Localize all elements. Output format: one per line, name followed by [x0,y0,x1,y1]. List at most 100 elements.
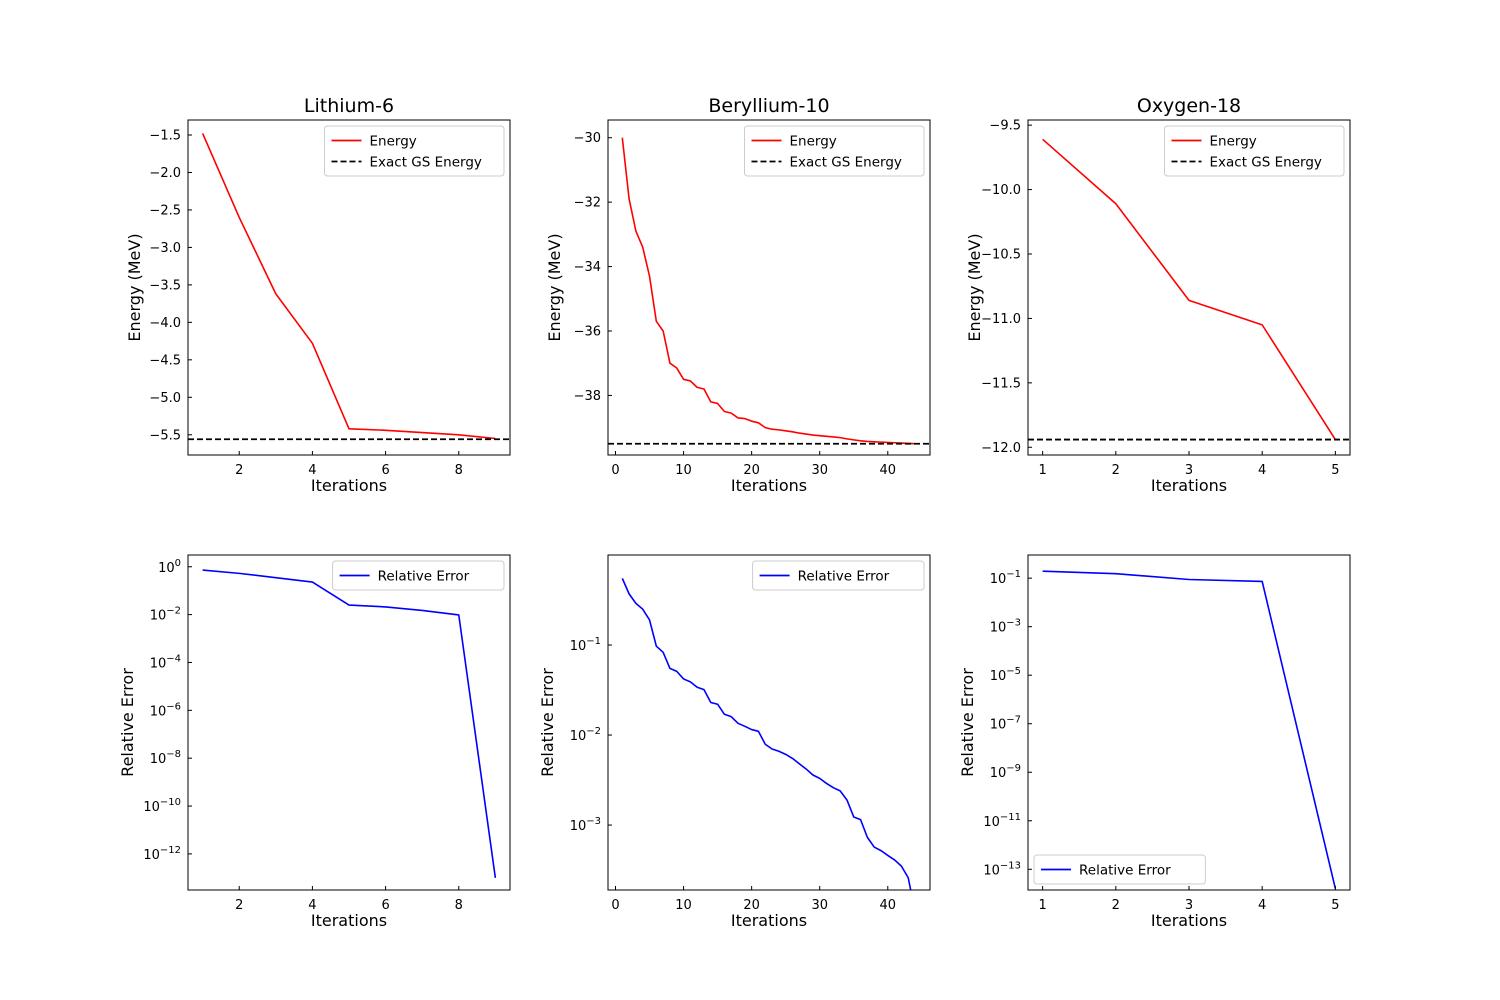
plot-area [202,569,497,878]
x-tick-label: 6 [381,463,389,478]
y-tick-label: −4.5 [149,353,181,368]
legend-label: Energy [370,134,417,150]
subplot-title: Beryllium-10 [708,95,829,117]
x-tick-label: 4 [1258,898,1266,913]
y-axis-label: Energy (MeV) [125,233,144,341]
legend-label: Relative Error [378,569,470,585]
x-tick-label: 0 [611,463,619,478]
energy-series-line [201,133,496,440]
x-tick-label: 10 [675,898,692,913]
relative-error-series-line [1042,570,1337,889]
x-tick-label: 30 [811,898,828,913]
legend: Relative Error [1033,854,1206,885]
y-axis-label: Relative Error [538,668,557,777]
y-tick-label: 10−6 [150,701,181,719]
y-tick-label: 10−7 [990,715,1021,733]
y-tick-label: 10−1 [570,636,601,654]
y-tick-label: −3.5 [149,278,181,293]
x-tick-label: 2 [1112,898,1120,913]
legend: Energy Exact GS Energy [324,125,505,177]
legend: Relative Error [752,560,925,591]
y-axis-label: Energy (MeV) [965,233,984,341]
x-tick-label: 5 [1331,898,1339,913]
legend-box [744,125,925,177]
legend-box [1033,854,1206,885]
y-tick-label: 10−5 [990,666,1021,684]
legend-box [752,560,925,591]
y-tick-label: −10.5 [981,248,1021,263]
x-tick-label: 4 [308,898,316,913]
y-tick-label: 10−12 [143,845,181,863]
x-axis-label: Iterations [311,476,387,495]
y-tick-label: 10−11 [983,812,1021,830]
legend-label: Exact GS Energy [370,155,482,171]
y-tick-label: 10−3 [990,618,1021,636]
x-tick-label: 1 [1038,898,1046,913]
legend-label: Exact GS Energy [790,155,902,171]
y-tick-label: −5.0 [149,391,181,406]
x-tick-label: 30 [811,463,828,478]
y-tick-label: 10−2 [150,606,181,624]
x-tick-label: 10 [675,463,692,478]
subplot-2: 0 10 20 30 40 −30 −32 −34 −36 −38 Beryllium-10 Iter… [545,95,931,495]
y-tick-label: 10−10 [143,797,181,815]
x-tick-label: 6 [381,898,389,913]
x-tick-label: 3 [1185,898,1193,913]
subplot-3: 1 2 3 4 5 −9.5 −10.0 −10.5 −11.0 −11.5 −12.0 Oxygen… [965,95,1351,495]
legend-label: Relative Error [798,569,890,585]
y-tick-label: 10−4 [150,653,181,671]
x-axis-label: Iterations [1151,911,1227,930]
energy-series-line [621,137,916,445]
y-tick-label: −9.5 [989,119,1021,134]
x-tick-label: 20 [743,463,760,478]
x-axis-label: Iterations [731,476,807,495]
y-tick-label: −30 [574,131,601,146]
y-tick-label: −4.0 [149,316,181,331]
axes-frame [607,119,931,456]
x-tick-label: 8 [455,898,463,913]
y-tick-label: −2.5 [149,203,181,218]
plot-area [1028,138,1350,441]
y-tick-label: −11.5 [981,376,1021,391]
y-tick-label: −2.0 [149,166,181,181]
y-tick-label: −3.0 [149,241,181,256]
x-tick-label: 40 [880,463,897,478]
y-tick-label: 10−2 [570,726,601,744]
x-tick-label: 2 [235,898,243,913]
y-tick-label: 10−8 [150,749,181,767]
y-tick-label: −32 [574,196,601,211]
y-tick-label: −11.0 [981,312,1021,327]
y-tick-label: −12.0 [981,441,1021,456]
legend-box [1164,125,1345,177]
x-tick-label: 5 [1331,463,1339,478]
legend: Energy Exact GS Energy [744,125,925,177]
axes-frame [607,554,931,891]
y-axis-label: Relative Error [118,668,137,777]
y-tick-label: 10−9 [990,763,1021,781]
legend-label: Exact GS Energy [1210,155,1322,171]
y-tick-label: −5.5 [149,428,181,443]
plot-area [1042,570,1337,889]
x-tick-label: 4 [308,463,316,478]
legend-box [332,560,505,591]
legend: Energy Exact GS Energy [1164,125,1345,177]
y-tick-label: −1.5 [149,128,181,143]
x-tick-label: 4 [1258,463,1266,478]
plot-area [608,137,930,445]
subplot-5: 0 10 20 30 40 10−1 10−2 10−3 Iterations Relative … [538,554,931,930]
plot-area [621,578,912,890]
x-tick-label: 1 [1038,463,1046,478]
axes-frame [1027,554,1351,891]
subplot-6: 1 2 3 4 5 10−1 10−3 10−5 10−7 10−9 10−11 10−13 Itera… [958,554,1351,930]
x-tick-label: 2 [1112,463,1120,478]
y-tick-label: −34 [574,260,601,275]
y-tick-label: −36 [574,324,601,339]
relative-error-series-line [621,578,912,890]
subplot-1: 2 4 6 8 −1.5 −2.0 −2.5 −3.0 −3.5 −4.0 −4.5 −5.0 −5.5… [125,95,511,495]
relative-error-series-line [202,569,497,878]
y-tick-label: 100 [158,558,181,576]
legend-label: Energy [1210,134,1257,150]
x-tick-label: 8 [455,463,463,478]
y-tick-label: −38 [574,389,601,404]
